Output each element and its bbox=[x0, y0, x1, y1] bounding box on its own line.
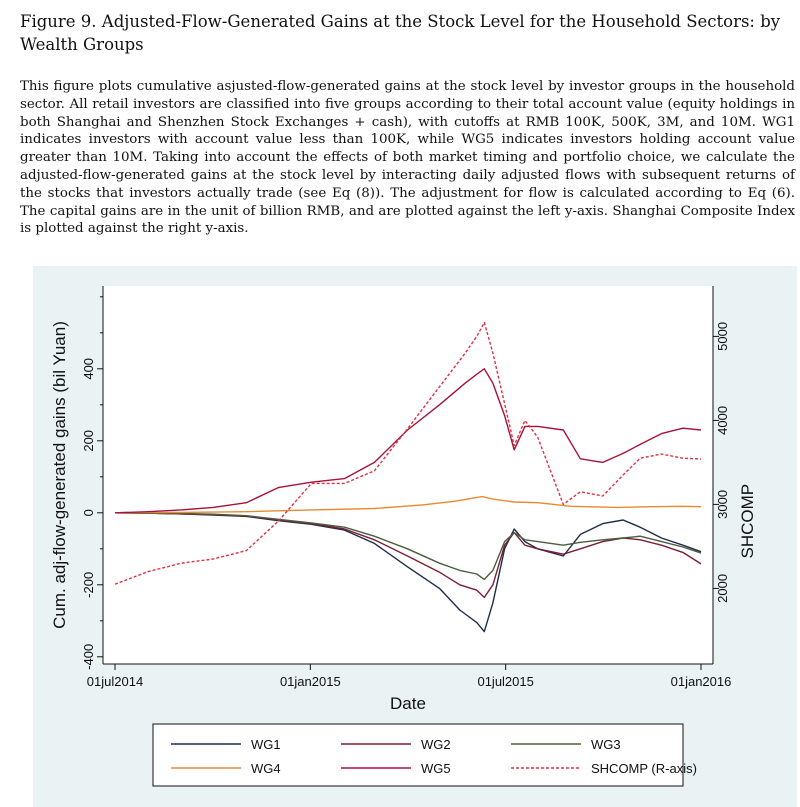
right-axis-tick-label: 2000 bbox=[715, 574, 730, 603]
right-axis-tick-label: 5000 bbox=[715, 322, 730, 351]
right-axis-tick-label: 4000 bbox=[715, 406, 730, 435]
legend-label: WG1 bbox=[251, 737, 281, 752]
right-axis-tick-label: 3000 bbox=[715, 490, 730, 519]
figure-caption: This figure plots cumulative asjusted-fl… bbox=[20, 79, 795, 237]
series-line-wg5 bbox=[114, 368, 702, 514]
left-axis-tick-label: 200 bbox=[81, 430, 96, 452]
legend-box bbox=[152, 723, 684, 787]
left-axis-tick-label: -400 bbox=[81, 644, 96, 670]
plot-background bbox=[103, 286, 713, 664]
line-chart: -400 -200 0 200 400 2000 3000 4000 5000 01jul2014… bbox=[50, 286, 757, 787]
figure-title: Figure 9. Adjusted-Flow-Generated Gains … bbox=[20, 12, 781, 54]
legend-label: WG4 bbox=[251, 761, 281, 776]
y-axis-right-title: SHCOMP bbox=[738, 484, 757, 559]
series-line-shcomp-r-axis bbox=[114, 321, 702, 585]
bottom-axis-tick-label: 01jul2015 bbox=[477, 674, 533, 689]
x-axis-title: Date bbox=[390, 694, 426, 713]
left-axis-tick-label: 0 bbox=[81, 509, 96, 516]
chart-area: -400 -200 0 200 400 2000 3000 4000 5000 01jul2014… bbox=[33, 266, 797, 807]
legend-label: WG5 bbox=[421, 761, 451, 776]
legend-label: WG2 bbox=[421, 737, 451, 752]
y-axis-title: Cum. adj-flow-generated gains (bil Yuan) bbox=[50, 321, 69, 629]
series-line-wg3 bbox=[114, 512, 702, 581]
left-axis-tick-label: 400 bbox=[81, 358, 96, 380]
bottom-axis-tick-label: 01jan2015 bbox=[280, 674, 341, 689]
series-line-wg4 bbox=[114, 495, 702, 514]
left-axis-tick-label: -200 bbox=[81, 572, 96, 598]
bottom-axis-tick-label: 01jan2016 bbox=[671, 674, 732, 689]
legend-label: SHCOMP (R-axis) bbox=[591, 761, 697, 776]
legend-label: WG3 bbox=[591, 737, 621, 752]
bottom-axis-tick-label: 01jul2014 bbox=[87, 674, 143, 689]
